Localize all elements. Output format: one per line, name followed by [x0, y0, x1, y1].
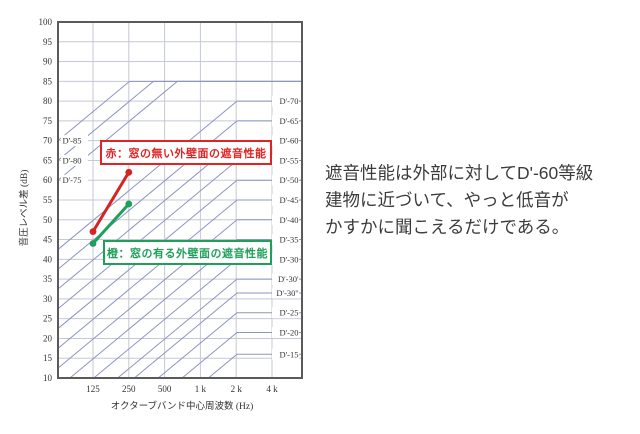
curve-label-bg [272, 307, 299, 319]
curve-label: D'-40 [279, 215, 298, 225]
reference-curve [57, 80, 302, 181]
curve-label: D'-70 [279, 96, 298, 106]
data-point [89, 240, 97, 247]
curve-label: D'-30'' [276, 288, 299, 298]
y-tick-label: 25 [43, 314, 53, 324]
green-series-label: 橙：窓の有る外壁面の遮音性能 [107, 247, 268, 260]
curve-label: D'-30 [279, 254, 298, 264]
curve-label-bg [61, 154, 88, 166]
curve-label-bg [272, 194, 299, 206]
y-tick-label: 90 [43, 57, 53, 67]
y-tick-label: 40 [43, 254, 53, 264]
curve-label: D'-55 [279, 155, 298, 165]
y-tick-label: 50 [43, 215, 53, 225]
insulation-chart: D'-85 D'-80 D'-75 D'-70 D'-65 D'-60 D'-55 D'-50… [18, 17, 303, 412]
x-tick-label: 125 [86, 384, 100, 394]
caption-line-3: かすかに聞こえるだけである。 [325, 217, 570, 237]
curve-label-bg [61, 174, 88, 186]
y-tick-label: 10 [43, 373, 53, 383]
caption-text: 遮音性能は外部に対してD'-60等級 建物に近づいて、やっと低音が かすかに聞こ… [325, 160, 630, 241]
caption-line-1: 遮音性能は外部に対してD'-60等級 [325, 163, 594, 183]
y-tick-label: 45 [43, 235, 53, 245]
y-tick-label: 75 [43, 116, 53, 126]
y-tick-label: 60 [43, 175, 53, 185]
x-tick-label: 4 k [266, 384, 278, 394]
red-series-label: 赤：窓の無い外壁面の遮音性能 [105, 147, 267, 160]
y-tick-label: 20 [43, 333, 53, 343]
curve-label: D'-25 [279, 308, 298, 318]
data-point [125, 168, 133, 176]
curve-label: D'-60 [279, 136, 298, 146]
curve-label-bg [272, 327, 299, 339]
curve-label-bg [272, 154, 299, 166]
curve-label: D'-45 [279, 195, 298, 205]
y-tick-label: 85 [43, 76, 53, 86]
series-line [91, 170, 131, 234]
data-point [89, 228, 97, 236]
reference-curve [157, 312, 302, 379]
green-series-label-box: 橙：窓の有る外壁面の遮音性能 [103, 240, 272, 265]
curve-label: D'-20 [279, 328, 298, 338]
curve-label: D'-75 [63, 175, 82, 185]
curve-label-bg [61, 135, 88, 147]
plot-border [57, 21, 303, 379]
curve-label: D'-35 [279, 235, 298, 245]
y-tick-label: 80 [43, 96, 53, 106]
curve-label-bg [272, 273, 299, 285]
curve-label-bg [272, 214, 299, 226]
caption-line-2: 建物に近づいて、やっと低音が [325, 190, 569, 210]
data-point [125, 200, 133, 208]
curve-label: D'-85 [63, 136, 82, 146]
y-tick-label: 55 [43, 195, 53, 205]
x-tick-label: 500 [158, 384, 172, 394]
curve-label-bg [272, 348, 299, 360]
y-tick-label: 95 [43, 37, 53, 47]
y-tick-label: 30 [43, 294, 53, 304]
y-tick-label: 35 [43, 274, 53, 284]
curve-label-bg [272, 287, 299, 299]
curve-label: D'-30' [278, 274, 299, 284]
curve-label-bg [272, 95, 299, 107]
curve-label-bg [272, 234, 299, 246]
series-line [91, 202, 131, 246]
curve-label-bg [272, 115, 299, 127]
x-tick-label: 250 [122, 384, 136, 394]
y-axis-title: 音圧レベル差 (dB) [18, 170, 30, 247]
curve-label-bg [272, 253, 299, 265]
curve-label: D'-15 [279, 349, 298, 359]
y-tick-label: 100 [39, 17, 53, 27]
curve-label: D'-50 [279, 175, 298, 185]
y-tick-label: 70 [43, 136, 53, 146]
y-tick-label: 65 [43, 155, 53, 165]
curve-label: D'-65 [279, 116, 298, 126]
x-axis-title: オクターブバンド中心周波数 (Hz) [111, 400, 254, 412]
reference-curve [57, 80, 302, 142]
curve-label-bg [272, 135, 299, 147]
curve-label-bg [272, 174, 299, 186]
curve-label: D'-80 [63, 155, 82, 165]
red-series-label-box: 赤：窓の無い外壁面の遮音性能 [100, 140, 272, 165]
y-tick-label: 15 [43, 353, 53, 363]
x-tick-label: 1 k [195, 384, 207, 394]
x-tick-label: 2 k [231, 384, 243, 394]
